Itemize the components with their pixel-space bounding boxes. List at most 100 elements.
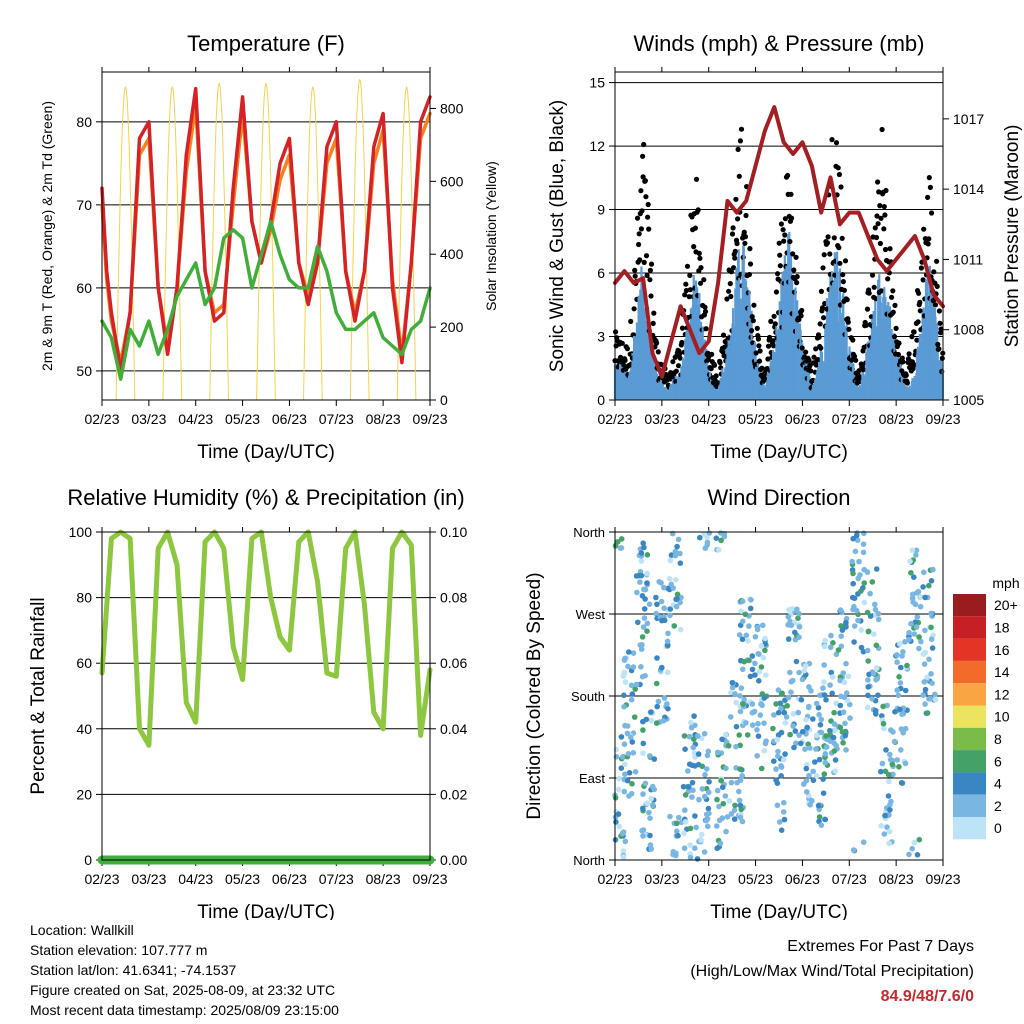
gust-point [820, 265, 826, 271]
direction-point [660, 718, 667, 724]
gust-point [648, 261, 655, 267]
x-tick-label: 03/23 [644, 411, 679, 427]
series-pressure [613, 105, 945, 379]
direction-point [622, 771, 628, 777]
x-axis-label: Time (Day/UTC) [197, 442, 335, 463]
direction-point [752, 634, 759, 640]
direction-point [698, 837, 704, 843]
direction-point [672, 548, 679, 555]
y-right-tick-label: 0.04 [440, 721, 467, 737]
gust-point [813, 362, 819, 368]
direction-point [930, 566, 936, 573]
gust-point [765, 356, 771, 362]
direction-point [837, 702, 844, 709]
direction-point [729, 679, 736, 686]
direction-point [813, 700, 820, 707]
direction-point [813, 732, 820, 739]
direction-point [829, 690, 835, 697]
direction-point [756, 678, 762, 684]
gust-point [637, 257, 643, 263]
gust-point [931, 269, 937, 275]
direction-point [865, 628, 872, 635]
direction-point [625, 751, 632, 757]
gust-point [904, 380, 911, 386]
gust-point [634, 215, 641, 221]
direction-point [851, 639, 857, 645]
direction-point [688, 719, 694, 726]
gust-point [682, 292, 688, 298]
direction-point [787, 669, 793, 676]
direction-point [642, 780, 649, 787]
direction-point [628, 696, 635, 703]
gust-point [692, 225, 699, 231]
direction-point [680, 783, 687, 790]
gust-point [837, 260, 843, 266]
direction-point [762, 635, 768, 642]
y-right-tick-label: 0.02 [440, 786, 467, 802]
x-tick-label: 05/23 [738, 871, 773, 887]
direction-point [906, 851, 912, 858]
direction-point [900, 649, 906, 655]
gust-point [641, 259, 647, 265]
direction-point [699, 786, 706, 792]
gust-point [838, 184, 844, 190]
gust-point [879, 126, 885, 133]
direction-point [635, 619, 641, 626]
direction-point [720, 800, 727, 807]
direction-point [810, 768, 816, 775]
direction-point [822, 637, 828, 644]
chart-panel-1: Temperature (F) 02/23 03/23 04/23 05/23 06/23… [39, 31, 499, 463]
gust-point [717, 360, 723, 366]
direction-point [673, 850, 679, 857]
direction-point [860, 585, 866, 591]
direction-point [908, 620, 914, 627]
gust-point [877, 240, 884, 247]
direction-point [674, 591, 681, 598]
gust-point [750, 318, 756, 324]
direction-point [850, 847, 857, 853]
gust-point [741, 229, 747, 235]
direction-point [854, 537, 861, 543]
direction-point [681, 845, 688, 851]
direction-point [731, 816, 738, 822]
direction-point [881, 725, 887, 732]
gust-point [835, 165, 841, 171]
direction-point [823, 697, 829, 703]
direction-point [785, 636, 792, 642]
gust-point [860, 367, 867, 373]
direction-point [891, 738, 898, 745]
gust-point [735, 216, 741, 222]
direction-point [791, 744, 797, 751]
x-tick-label: 02/23 [84, 411, 119, 427]
gust-point [777, 263, 783, 269]
direction-point [909, 845, 915, 852]
direction-point [739, 598, 746, 605]
direction-point [690, 787, 696, 794]
gust-point [647, 277, 653, 283]
direction-point [687, 842, 693, 848]
direction-point [894, 652, 900, 658]
direction-point [860, 541, 867, 547]
direction-point [654, 703, 660, 710]
gust-point [881, 204, 887, 210]
direction-point [736, 632, 743, 638]
direction-point [774, 736, 780, 743]
direction-point [620, 854, 627, 860]
x-tick-label: 07/23 [319, 871, 354, 887]
direction-point [638, 646, 645, 652]
direction-point [902, 725, 909, 732]
direction-point [847, 701, 853, 708]
y-right-tick-label: 1017 [953, 111, 984, 127]
y-right-tick-label: 1005 [953, 392, 984, 408]
gust-point [816, 334, 822, 340]
direction-point [793, 658, 800, 665]
direction-point [653, 594, 659, 601]
gust-point [683, 281, 689, 287]
direction-point [822, 816, 829, 823]
gust-point [713, 373, 719, 379]
direction-point [640, 805, 646, 812]
direction-point [718, 537, 724, 544]
direction-point [704, 752, 711, 759]
y-right-tick-label: 1011 [953, 251, 983, 267]
direction-point [821, 771, 828, 777]
